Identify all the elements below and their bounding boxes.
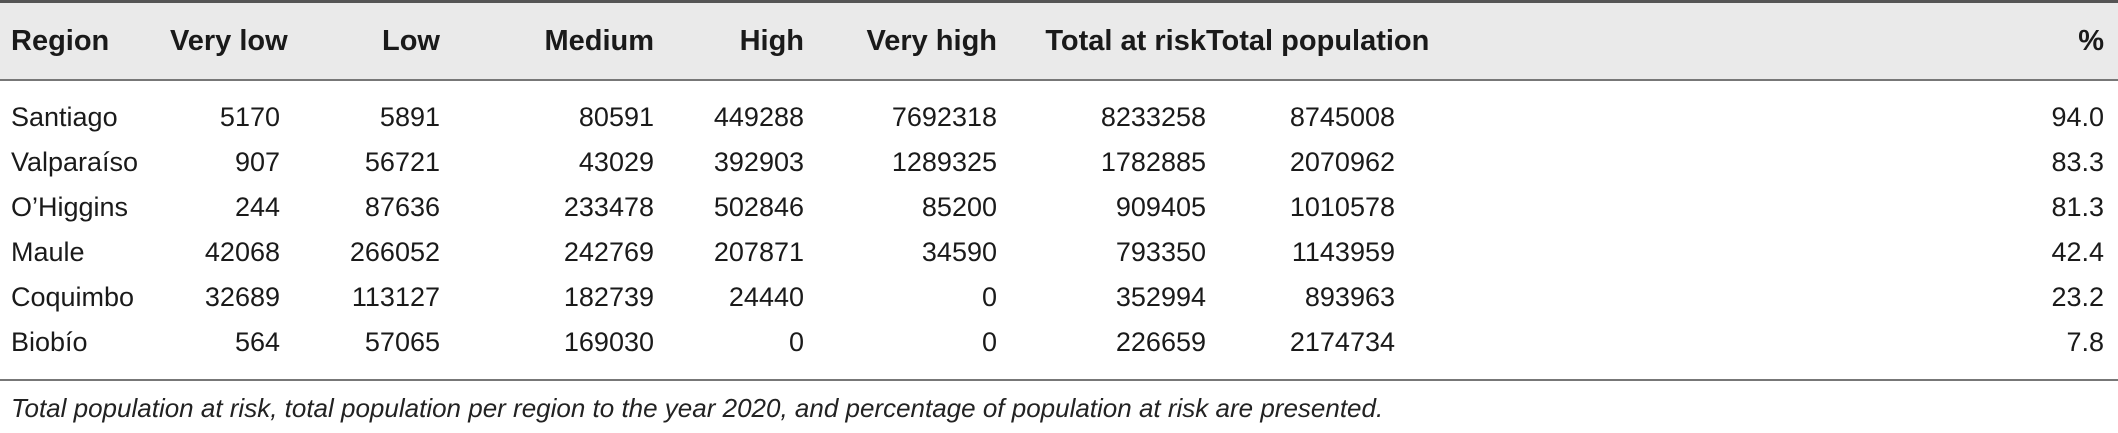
cell-very-low: 5170 [219,102,280,132]
cell-total-at-risk: 793350 [1115,237,1206,267]
header-total-population: Total population [1206,24,1430,57]
cell-total-population: 1143959 [1291,237,1395,267]
cell-low: 57065 [364,327,440,357]
header-very-low: Very low [170,24,288,57]
cell-very-high: 0 [981,327,997,357]
header-low: Low [382,24,440,57]
header-very-high: Very high [866,24,997,57]
table-row: Maule 42068 266052 242769 207871 34590 7… [0,230,2118,275]
header-total-at-risk: Total at risk [1045,24,1206,57]
cell-total-at-risk: 8233258 [1100,102,1206,132]
cell-region: Coquimbo [11,282,135,312]
cell-high: 392903 [713,147,804,177]
cell-percent: 83.3 [2051,147,2104,177]
cell-total-population: 2174734 [1289,327,1395,357]
cell-very-low: 564 [234,327,280,357]
table-footnote: Total population at risk, total populati… [11,393,1384,423]
table-header-row: Region Very low Low Medium High Very hig… [0,1,2118,80]
cell-medium: 182739 [563,282,654,312]
cell-percent: 42.4 [2051,237,2104,267]
cell-very-high: 85200 [921,192,997,222]
cell-medium: 169030 [563,327,654,357]
cell-percent: 81.3 [2051,192,2104,222]
cell-region: Maule [11,237,85,267]
cell-low: 5891 [379,102,440,132]
cell-total-population: 8745008 [1289,102,1395,132]
cell-very-low: 42068 [204,237,280,267]
cell-very-high: 34590 [921,237,997,267]
cell-medium: 233478 [563,192,654,222]
cell-total-population: 1010578 [1289,192,1395,222]
cell-low: 56721 [364,147,440,177]
cell-region: Santiago [11,102,118,132]
cell-medium: 242769 [563,237,654,267]
cell-percent: 7.8 [2066,327,2104,357]
cell-total-at-risk: 352994 [1115,282,1206,312]
cell-total-at-risk: 909405 [1115,192,1206,222]
table-row: Biobío 564 57065 169030 0 0 226659 21747… [0,320,2118,380]
cell-region: O’Higgins [11,192,129,222]
table-row: Coquimbo 32689 113127 182739 24440 0 352… [0,275,2118,320]
table-row: O’Higgins 244 87636 233478 502846 85200 … [0,185,2118,230]
cell-total-at-risk: 226659 [1115,327,1206,357]
cell-medium: 80591 [578,102,654,132]
header-percent: % [2078,24,2104,57]
cell-very-high: 7692318 [891,102,997,132]
header-region: Region [11,24,110,57]
cell-high: 24440 [728,282,804,312]
cell-percent: 23.2 [2051,282,2104,312]
header-high: High [739,24,804,57]
cell-total-at-risk: 1782885 [1100,147,1206,177]
cell-percent: 94.0 [2051,102,2104,132]
cell-very-high: 0 [981,282,997,312]
cell-low: 87636 [364,192,440,222]
header-medium: Medium [544,24,654,57]
data-table-container: Region Very low Low Medium High Very hig… [0,1,2118,380]
cell-total-population: 893963 [1304,282,1395,312]
table-row: Santiago 5170 5891 80591 449288 7692318 … [0,80,2118,140]
cell-very-high: 1289325 [891,147,997,177]
cell-very-low: 244 [234,192,280,222]
cell-high: 0 [788,327,804,357]
cell-very-low: 32689 [204,282,280,312]
cell-high: 449288 [713,102,804,132]
cell-low: 113127 [351,282,440,312]
cell-high: 207871 [713,237,804,267]
cell-low: 266052 [349,237,440,267]
cell-very-low: 907 [234,147,280,177]
cell-high: 502846 [713,192,804,222]
cell-region: Valparaíso [11,147,139,177]
cell-medium: 43029 [578,147,654,177]
table-row: Valparaíso 907 56721 43029 392903 128932… [0,140,2118,185]
cell-total-population: 2070962 [1289,147,1395,177]
risk-population-table: Region Very low Low Medium High Very hig… [0,1,2118,380]
cell-region: Biobío [11,327,88,357]
